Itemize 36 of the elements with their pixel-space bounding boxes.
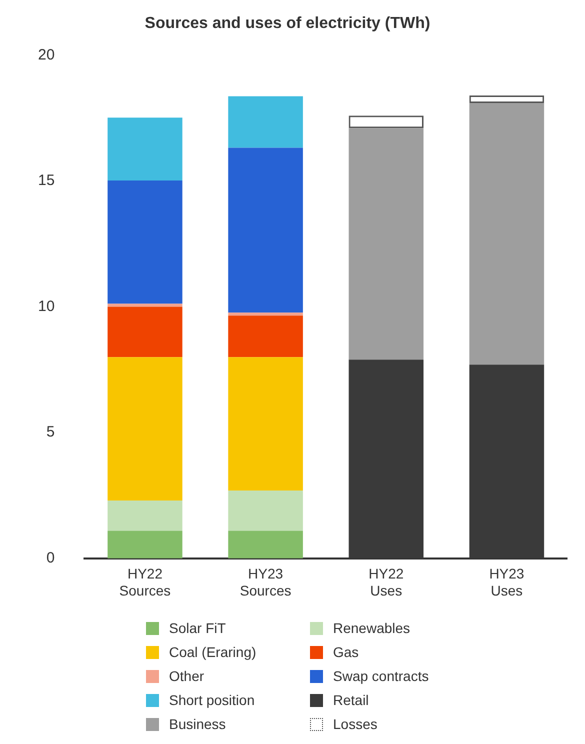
bar <box>228 357 303 490</box>
y-tick-label: 0 <box>46 550 55 567</box>
legend-label: Other <box>169 668 204 684</box>
bar <box>228 96 303 148</box>
x-tick-label: HY22 Sources <box>119 566 171 598</box>
bar <box>228 490 303 531</box>
bar <box>108 530 182 558</box>
y-tick-label: 10 <box>38 298 55 315</box>
x-tick-label: HY23 Uses <box>489 566 524 598</box>
x-tick-label: HY23 Sources <box>240 566 292 598</box>
bar <box>108 304 182 307</box>
legend-label: Swap contracts <box>333 668 429 684</box>
legend-label: Gas <box>333 644 359 660</box>
chart-title: Sources and uses of electricity (TWh) <box>144 15 430 32</box>
legend-label: Retail <box>333 692 369 708</box>
y-tick-label: 5 <box>46 424 55 441</box>
legend-label: Coal (Eraring) <box>169 644 256 660</box>
bar <box>228 316 303 358</box>
bar <box>108 357 182 501</box>
legend-label: Short position <box>169 692 255 708</box>
legend-label: Solar FiT <box>169 620 226 636</box>
bar <box>108 306 182 358</box>
bar <box>228 148 303 313</box>
bar <box>108 500 182 531</box>
bar <box>348 128 424 360</box>
legend-label: Business <box>169 716 226 732</box>
bar <box>108 118 182 180</box>
x-tick-label: HY22 Uses <box>368 566 404 598</box>
bar <box>469 103 544 365</box>
y-tick-label: 15 <box>38 172 55 190</box>
bar <box>228 312 303 316</box>
bar <box>108 180 182 304</box>
y-tick-label: 20 <box>38 46 55 64</box>
legend-label: Losses <box>333 716 378 732</box>
legend-label: Renewables <box>333 620 410 636</box>
bar <box>228 530 303 558</box>
